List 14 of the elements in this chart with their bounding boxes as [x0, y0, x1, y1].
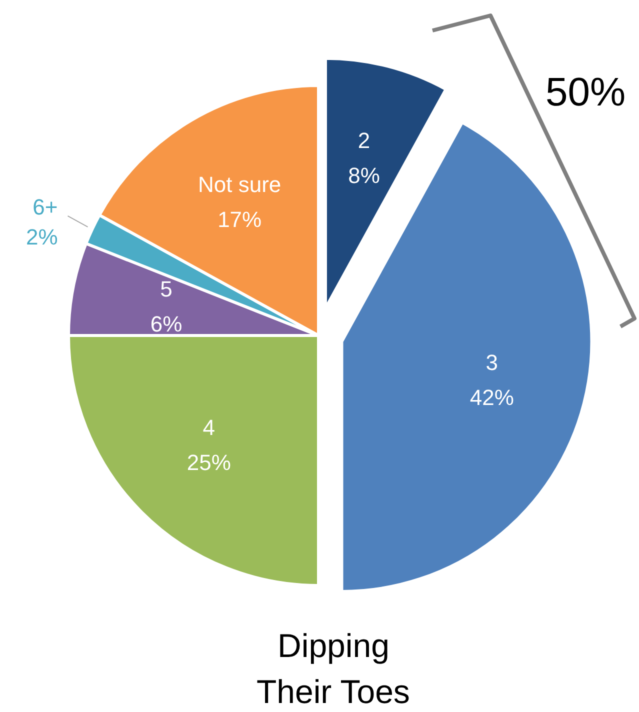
- data-label: 17%: [218, 207, 262, 232]
- text: 50%: [545, 70, 626, 114]
- slice-label: 2: [358, 128, 370, 154]
- slice-label: 5: [160, 276, 172, 302]
- slice-label: 3: [486, 350, 498, 376]
- text: Dipping Their Toes: [256, 626, 410, 710]
- slice-label: 6+: [32, 194, 58, 220]
- data-label: 25%: [186, 450, 231, 476]
- slice-label: 4: [202, 415, 216, 440]
- data-label: 2%: [26, 224, 58, 250]
- data-label: 8%: [348, 163, 380, 188]
- data-label: 6%: [150, 311, 182, 336]
- data-label: 42%: [470, 385, 514, 410]
- slice-label: Not sure: [198, 172, 282, 198]
